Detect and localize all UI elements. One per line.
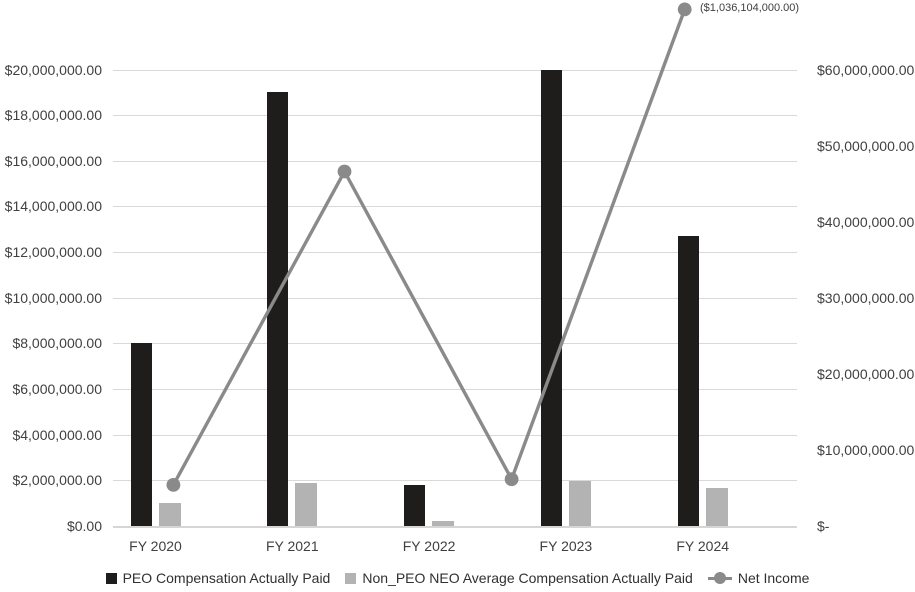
net-income-marker	[677, 2, 692, 17]
y-axis-left-tick: $20,000,000.00	[4, 61, 102, 78]
y-axis-left-tick: $0.00	[66, 518, 102, 534]
y-axis-left-tick: $14,000,000.00	[4, 198, 102, 215]
y-axis-left-tick: $18,000,000.00	[4, 107, 102, 124]
gridline	[112, 160, 797, 162]
y-axis-right-tick: $40,000,000.00	[817, 213, 915, 230]
y-axis-right-tick: $60,000,000.00	[817, 61, 915, 78]
peo-bar-fy-2021	[267, 92, 289, 526]
x-axis-category-label: FY 2024	[676, 538, 730, 554]
net-income-line	[171, 8, 687, 486]
gridline	[112, 115, 797, 117]
legend-item-peo: PEO Compensation Actually Paid	[105, 570, 331, 586]
y-axis-right-tick: $20,000,000.00	[817, 365, 915, 382]
y-axis-left-tick: $4,000,000.00	[12, 426, 102, 443]
x-axis-line	[112, 525, 797, 528]
legend-square-swatch	[345, 572, 357, 584]
y-axis-right-tick: $-	[817, 518, 830, 534]
net-income-marker	[337, 164, 352, 179]
nonpeo-bar-fy-2023	[568, 481, 591, 526]
gridline	[112, 297, 797, 299]
x-axis-category-label: FY 2023	[539, 538, 593, 554]
peo-bar-fy-2024	[677, 236, 699, 526]
x-axis-category-label: FY 2022	[402, 538, 456, 554]
y-axis-right-tick: $30,000,000.00	[817, 289, 915, 306]
gridline	[112, 69, 797, 71]
gridline	[112, 480, 797, 482]
legend: PEO Compensation Actually Paid Non_PEO NE…	[0, 570, 915, 586]
gridline	[112, 434, 797, 436]
y-axis-right-tick: $10,000,000.00	[817, 441, 915, 458]
nonpeo-bar-fy-2022	[432, 521, 455, 526]
net-income-marker	[166, 478, 181, 492]
y-axis-right-tick: $50,000,000.00	[817, 137, 915, 154]
nonpeo-bar-fy-2024	[705, 488, 728, 526]
net-income-marker	[504, 472, 519, 487]
legend-line-marker-swatch	[707, 572, 732, 584]
legend-item-nonpeo: Non_PEO NEO Average Compensation Actuall…	[345, 570, 693, 586]
peo-bar-fy-2022	[404, 484, 426, 526]
gridline	[112, 252, 797, 254]
x-axis-category-label: FY 2020	[129, 538, 182, 554]
y-axis-left-tick: $10,000,000.00	[4, 289, 102, 306]
y-axis-left-tick: $8,000,000.00	[12, 335, 102, 352]
gridline	[112, 389, 797, 391]
legend-item-net-income: Net Income	[707, 570, 810, 586]
y-axis-left-tick: $6,000,000.00	[12, 381, 102, 398]
legend-label: Non_PEO NEO Average Compensation Actuall…	[362, 570, 693, 586]
legend-label: PEO Compensation Actually Paid	[122, 570, 331, 586]
peo-bar-fy-2023	[540, 69, 562, 526]
y-axis-left-tick: $16,000,000.00	[4, 152, 102, 169]
y-axis-left-tick: $12,000,000.00	[4, 244, 102, 261]
peo-bar-fy-2020	[130, 343, 152, 526]
gridline	[112, 343, 797, 345]
legend-square-swatch	[105, 572, 117, 584]
x-axis-category-label: FY 2021	[265, 538, 319, 554]
legend-label: Net Income	[737, 570, 810, 586]
net-income-data-label: ($1,036,104,000.00)	[700, 2, 800, 14]
y-axis-left-tick: $2,000,000.00	[12, 472, 102, 489]
gridline	[112, 206, 797, 208]
nonpeo-bar-fy-2020	[158, 503, 181, 526]
nonpeo-bar-fy-2021	[295, 482, 318, 526]
